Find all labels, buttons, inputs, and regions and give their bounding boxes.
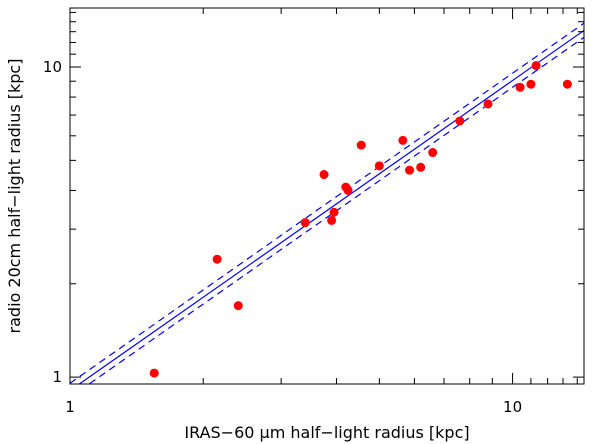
y-tick-label-1: 1 [52, 368, 62, 386]
x-tick-label-10: 10 [503, 398, 522, 416]
y-axis-title: radio 20cm half−light radius [kpc] [5, 59, 24, 334]
data-point-10 [356, 140, 366, 150]
x-tick-label-1: 1 [65, 398, 75, 416]
data-point-17 [483, 99, 493, 109]
data-point-5 [319, 170, 329, 180]
fit-bound-line-1 [70, 22, 584, 384]
data-point-6 [327, 215, 337, 225]
data-point-12 [398, 135, 408, 145]
data-point-21 [562, 79, 572, 89]
axis-ticks [69, 8, 584, 384]
data-point-16 [455, 116, 465, 126]
data-point-2 [212, 254, 222, 264]
data-point-19 [526, 79, 536, 89]
fit-line [78, 29, 584, 384]
y-tick-label-10: 10 [43, 58, 62, 76]
data-point-9 [343, 185, 353, 195]
data-point-11 [374, 161, 384, 171]
data-points [149, 61, 572, 378]
fit-bound-line-2 [88, 36, 584, 384]
data-point-18 [515, 82, 525, 92]
data-point-4 [300, 218, 310, 228]
data-point-7 [329, 207, 339, 217]
data-point-14 [416, 162, 426, 172]
data-point-15 [428, 148, 438, 158]
plot-frame [69, 7, 585, 385]
data-point-13 [405, 165, 415, 175]
data-point-3 [233, 301, 243, 311]
fit-lines [70, 22, 584, 384]
data-point-1 [149, 368, 159, 378]
data-point-20 [531, 61, 541, 71]
x-axis-title: IRAS−60 μm half−light radius [kpc] [184, 423, 469, 442]
